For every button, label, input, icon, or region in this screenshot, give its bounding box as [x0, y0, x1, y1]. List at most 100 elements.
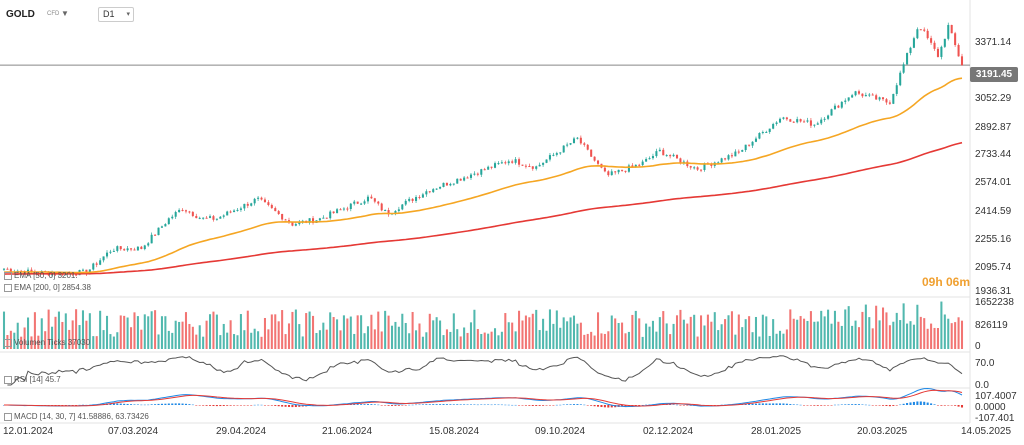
macd-histogram-bar — [360, 404, 363, 405]
macd-histogram-bar — [535, 405, 538, 406]
timeframe-value: D1 — [103, 9, 115, 19]
volume-bar — [511, 322, 514, 349]
macd-histogram-bar — [459, 404, 462, 405]
macd-histogram-bar — [126, 403, 129, 405]
volume-bar — [37, 335, 40, 349]
candle-body — [651, 156, 654, 159]
candle-body — [425, 191, 428, 195]
indicator-settings-icon[interactable] — [4, 271, 12, 280]
legend-rsi[interactable]: RSI [14] 45.7 — [4, 375, 61, 384]
indicator-settings-icon[interactable] — [4, 283, 12, 292]
candle-body — [329, 211, 332, 219]
candle-body — [463, 177, 466, 181]
macd-histogram-bar — [123, 403, 126, 405]
macd-histogram-bar — [638, 405, 641, 406]
candle-body — [765, 131, 768, 133]
candle-body — [253, 198, 256, 204]
chevron-down-icon[interactable]: ▼ — [61, 9, 69, 18]
candle-body — [768, 128, 771, 132]
volume-bar — [518, 310, 521, 349]
volume-bar — [868, 317, 871, 349]
volume-bar — [754, 316, 758, 349]
volume-bar — [700, 315, 703, 349]
volume-bar — [270, 314, 273, 349]
macd-histogram-bar — [267, 405, 270, 406]
macd-histogram-bar — [246, 405, 249, 406]
candle-body — [150, 234, 153, 244]
candle-body — [909, 47, 912, 54]
x-axis-label: 29.04.2024 — [216, 426, 267, 437]
candle-body — [507, 161, 510, 164]
legend-macd[interactable]: MACD [14, 30, 7] 41.58886, 63.73426 — [4, 412, 149, 421]
volume-bar — [645, 323, 648, 349]
macd-histogram-bar — [603, 405, 606, 408]
candle-body — [933, 42, 936, 49]
macd-histogram-bar — [902, 403, 905, 405]
candle-body — [957, 45, 960, 57]
macd-histogram-bar — [109, 403, 112, 405]
volume-bar — [514, 331, 517, 349]
macd-histogram-bar — [287, 405, 291, 407]
volume-bar — [562, 317, 565, 349]
volume-axis-label: 826119 — [975, 320, 1008, 331]
volume-bar — [222, 323, 225, 349]
volume-bar — [253, 328, 256, 349]
indicator-settings-icon[interactable] — [4, 412, 12, 421]
volume-bar — [772, 319, 775, 349]
macd-histogram-bar — [789, 404, 792, 405]
macd-histogram-bar — [394, 405, 397, 406]
volume-bar — [370, 314, 373, 349]
timeframe-select[interactable]: D1 ▾ — [98, 7, 134, 22]
volume-bar — [336, 319, 339, 349]
macd-histogram-bar — [366, 404, 369, 405]
volume-bar — [442, 335, 445, 349]
candle-body — [408, 198, 411, 201]
candle-body — [143, 245, 146, 250]
volume-bar — [535, 309, 538, 349]
candle-body — [703, 163, 706, 170]
candle-body — [459, 178, 462, 181]
volume-bar — [476, 329, 479, 349]
candle-body — [380, 203, 383, 211]
volume-bar — [775, 333, 778, 349]
candle-body — [552, 154, 555, 156]
candle-body — [257, 197, 260, 199]
macd-histogram-bar — [916, 401, 919, 405]
candle-body — [720, 158, 723, 163]
candle-body — [906, 53, 909, 65]
candle-body — [586, 144, 589, 150]
volume-bar — [493, 328, 497, 349]
legend-ema50[interactable]: EMA [50, 0] 3201. — [4, 271, 78, 280]
macd-histogram-bar — [229, 405, 232, 406]
symbol-name[interactable]: GOLD — [6, 9, 35, 20]
candle-body — [892, 93, 895, 104]
price-axis-label: 2414.59 — [975, 206, 1012, 217]
indicator-settings-icon[interactable] — [4, 375, 12, 384]
macd-histogram-bar — [116, 403, 119, 405]
candle-body — [298, 221, 301, 225]
macd-histogram-bar — [597, 405, 600, 407]
candle-body — [675, 154, 679, 159]
macd-histogram-bar — [809, 405, 812, 406]
legend-ema200[interactable]: EMA [200, 0] 2854.38 — [4, 283, 91, 292]
volume-axis-label: 0 — [975, 341, 981, 352]
volume-bar — [6, 335, 9, 349]
macd-histogram-bar — [579, 404, 582, 405]
macd-histogram-bar — [425, 404, 428, 405]
volume-bar — [33, 312, 36, 349]
macd-histogram-bar — [885, 405, 888, 406]
legend-volume[interactable]: Volumen Ticks 37030 — [4, 338, 90, 347]
volume-bar — [456, 329, 459, 349]
volume-bar — [384, 310, 387, 349]
x-axis-label: 02.12.2024 — [643, 426, 694, 437]
volume-bar — [703, 325, 706, 349]
macd-histogram-bar — [926, 402, 929, 405]
volume-bar — [61, 321, 64, 349]
macd-histogram-bar — [875, 405, 878, 406]
candle-body — [617, 169, 620, 173]
candle-body — [936, 48, 939, 57]
indicator-settings-icon[interactable] — [4, 338, 12, 347]
macd-histogram-bar — [154, 404, 157, 405]
x-axis-label: 07.03.2024 — [108, 426, 159, 437]
